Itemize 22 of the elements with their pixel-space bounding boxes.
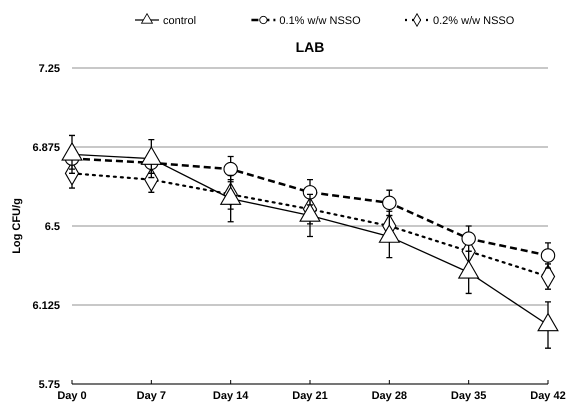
chart-title: LAB [296,39,324,55]
x-tick-label: Day 28 [372,390,408,402]
y-tick-label: 7.25 [38,62,60,75]
point [223,162,238,176]
y-tick-label: 6.125 [32,300,60,312]
legend-label: 0.1% w/w NSSO [279,14,362,27]
point [540,248,556,263]
legend-label: 0.2% w/w NSSO [433,14,515,27]
y-tick-label: 6.5 [44,220,60,233]
x-tick-label: Day 7 [136,390,166,402]
x-tick-label: Day 42 [530,390,566,402]
x-tick-label: Day 0 [57,390,87,402]
x-tick-label: Day 14 [212,390,250,402]
legend-label: control [163,14,196,27]
x-tick-label: Day 21 [292,390,328,402]
y-tick-label: 6.875 [32,142,60,154]
x-tick-label: Day 35 [450,390,486,402]
point [382,196,397,210]
point [302,185,318,200]
y-axis-title: Log CFU/g [11,198,23,254]
point [461,231,476,246]
y-tick-label: 5.75 [38,378,60,391]
